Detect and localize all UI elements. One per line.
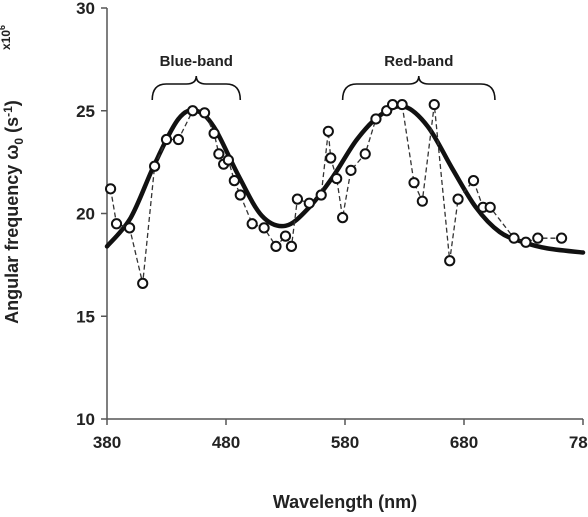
data-point <box>234 189 246 201</box>
data-point <box>303 197 315 209</box>
data-point <box>396 98 408 111</box>
x-axis-title: Wavelength (nm) <box>273 492 417 512</box>
y-tick-label: 15 <box>76 307 95 326</box>
data-point <box>484 201 496 213</box>
data-point <box>124 222 136 234</box>
annotations: Blue-band Red-band <box>151 53 496 101</box>
data-point <box>279 230 292 242</box>
y-tick-label: 25 <box>76 102 95 121</box>
data-point <box>444 255 456 267</box>
y-axis-title-unit: (s <box>2 117 22 138</box>
data-point <box>246 218 258 230</box>
data-point <box>270 240 282 252</box>
x-tick-label: 580 <box>331 433 359 452</box>
y-axis-title-unit-exponent: -1 <box>1 106 15 117</box>
y-axis-title: Angular frequency ω0 (s-1) <box>1 100 26 324</box>
y-axis-title-subscript: 0 <box>12 138 26 145</box>
data-point <box>416 195 428 207</box>
data-point <box>532 232 544 244</box>
data-point <box>228 175 240 187</box>
annotation-label: Red-band <box>384 53 453 70</box>
data-point <box>213 148 225 160</box>
data-point <box>110 218 123 230</box>
data-point <box>208 127 220 139</box>
data-point <box>428 98 440 111</box>
data-point <box>452 193 464 205</box>
data-point <box>222 154 234 166</box>
data-point <box>387 98 399 111</box>
data-point <box>337 212 349 224</box>
data-point <box>315 189 327 201</box>
x-tick-label: 680 <box>450 433 478 452</box>
y-tick-label: 30 <box>76 0 95 18</box>
data-markers <box>104 98 568 289</box>
x-tick-label: 380 <box>93 433 121 452</box>
annotation-brace <box>151 75 242 101</box>
data-point <box>258 222 270 234</box>
annotation-label: Blue-band <box>160 53 233 70</box>
y-tick-label: 20 <box>76 205 95 224</box>
data-point <box>345 164 357 176</box>
data-point <box>408 177 420 189</box>
data-point <box>359 148 371 160</box>
data-point <box>467 175 480 187</box>
y-multiplier-exponent: 6 <box>0 25 7 30</box>
x-axis-ticks: 380 480 580 680 780 <box>93 419 588 452</box>
data-point <box>331 172 343 185</box>
x-tick-label: 780 <box>569 433 588 452</box>
data-point <box>104 183 117 195</box>
y-tick-label: 10 <box>76 410 95 429</box>
data-point <box>325 152 337 164</box>
x-tick-label: 480 <box>212 433 240 452</box>
data-point <box>370 113 382 125</box>
data-point <box>285 240 298 252</box>
y-axis-ticks: 10 15 20 25 30 <box>76 0 107 429</box>
data-point <box>172 133 184 146</box>
annotation-brace <box>341 75 496 101</box>
data-point <box>198 107 211 119</box>
data-point <box>291 193 303 205</box>
data-point <box>137 277 149 289</box>
data-dashed-line <box>109 103 562 284</box>
data-point <box>508 232 520 244</box>
data-point <box>187 105 199 117</box>
data-point <box>160 133 173 146</box>
y-axis-title-unit-close: ) <box>2 100 22 106</box>
data-point <box>520 236 532 248</box>
fit-curve <box>104 103 586 255</box>
data-point <box>555 232 568 244</box>
data-point <box>149 160 161 172</box>
y-multiplier: x106 <box>0 25 13 50</box>
data-point <box>322 125 334 137</box>
